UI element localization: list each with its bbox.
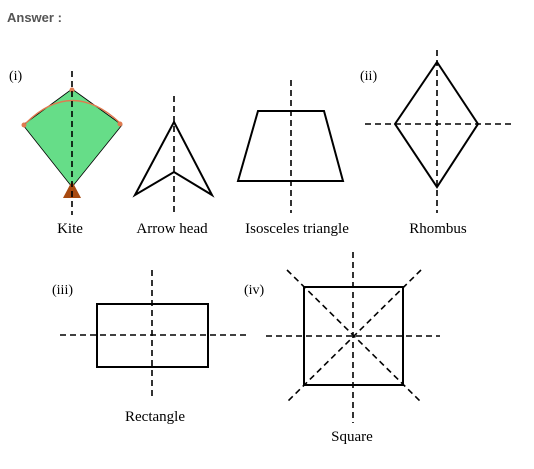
kite-vertex-dot	[22, 123, 27, 128]
isosceles-figure	[238, 80, 343, 213]
arrow-head-figure	[135, 96, 212, 213]
rhombus-figure	[365, 50, 512, 213]
rectangle-figure	[60, 270, 248, 398]
square-figure	[266, 252, 440, 423]
kite-figure	[22, 71, 123, 215]
kite-vertex-dot	[118, 122, 123, 127]
